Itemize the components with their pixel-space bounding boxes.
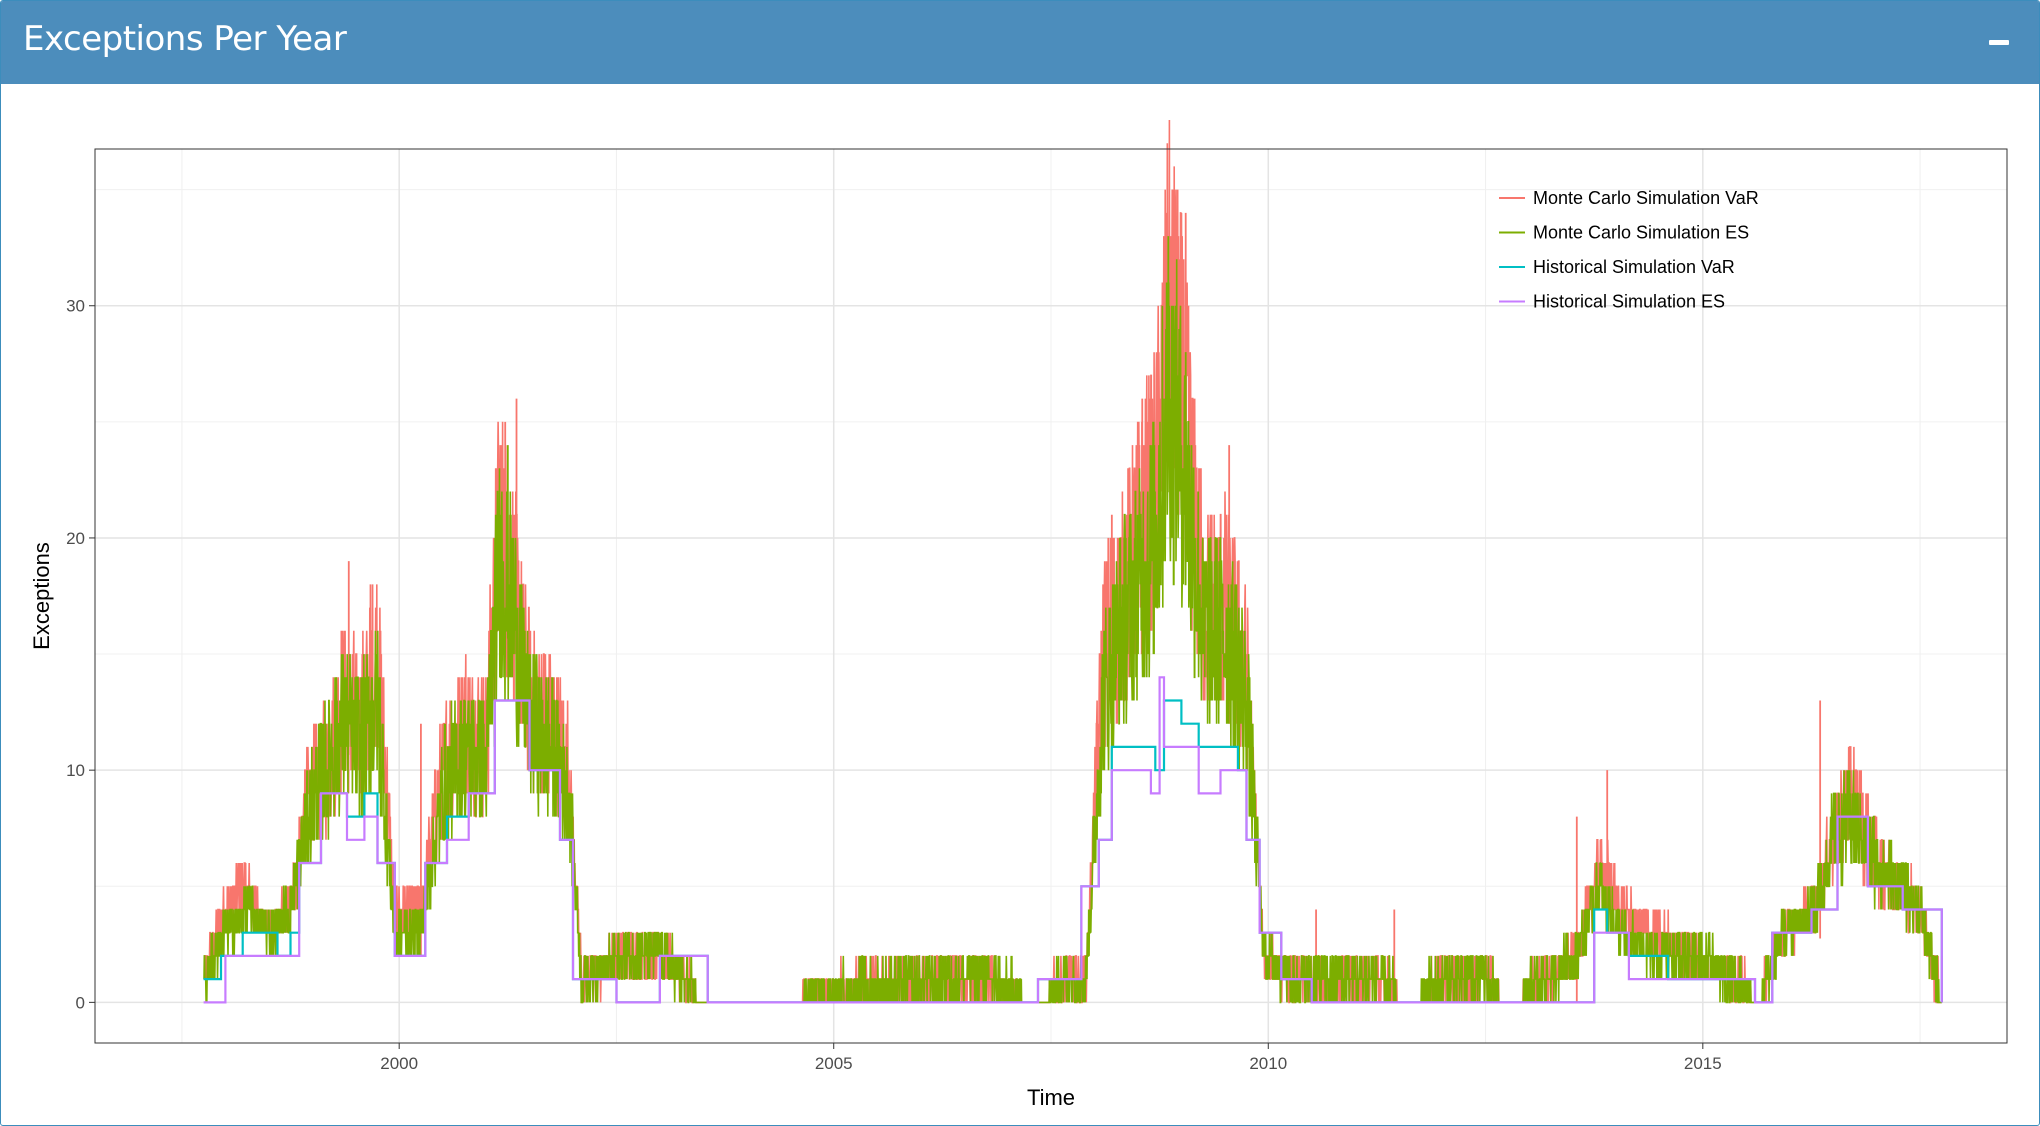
collapse-button[interactable] [1985,25,2015,59]
panel-border [94,148,2008,1044]
x-axis-title: Time [1027,1085,1075,1110]
grid-minor [95,149,2007,1043]
legend: Monte Carlo Simulation VaR Monte Carlo Si… [1499,188,1759,312]
legend-label-1: Monte Carlo Simulation ES [1533,223,1749,243]
x-tick-label: 2000 [380,1054,418,1073]
box-header: Exceptions Per Year [1,1,2039,84]
series-line-3 [203,676,1943,1004]
legend-label-2: Historical Simulation VaR [1533,257,1735,277]
box-title: Exceptions Per Year [23,19,347,59]
x-axis: 2000 2005 2010 2015 [380,1043,1722,1073]
x-tick-label: 2005 [815,1054,853,1073]
y-tick-label: 0 [76,993,85,1012]
series-line-1 [203,259,1942,1004]
y-tick-label: 10 [66,761,85,780]
legend-label-0: Monte Carlo Simulation VaR [1533,188,1759,208]
y-tick-label: 30 [66,297,85,316]
y-axis: 0 10 20 30 [66,297,95,1012]
x-tick-label: 2010 [1249,1054,1287,1073]
legend-label-3: Historical Simulation ES [1533,292,1725,312]
exceptions-chart: 2000 2005 2010 2015 0 10 20 30 Time Exceptions… [29,119,2008,1110]
x-tick-label: 2015 [1684,1054,1722,1073]
y-axis-title: Exceptions [29,542,54,650]
series-line-0 [203,119,1942,1004]
y-tick-label: 20 [66,529,85,548]
minus-icon [1989,40,2009,45]
series-layer [203,119,1943,1004]
